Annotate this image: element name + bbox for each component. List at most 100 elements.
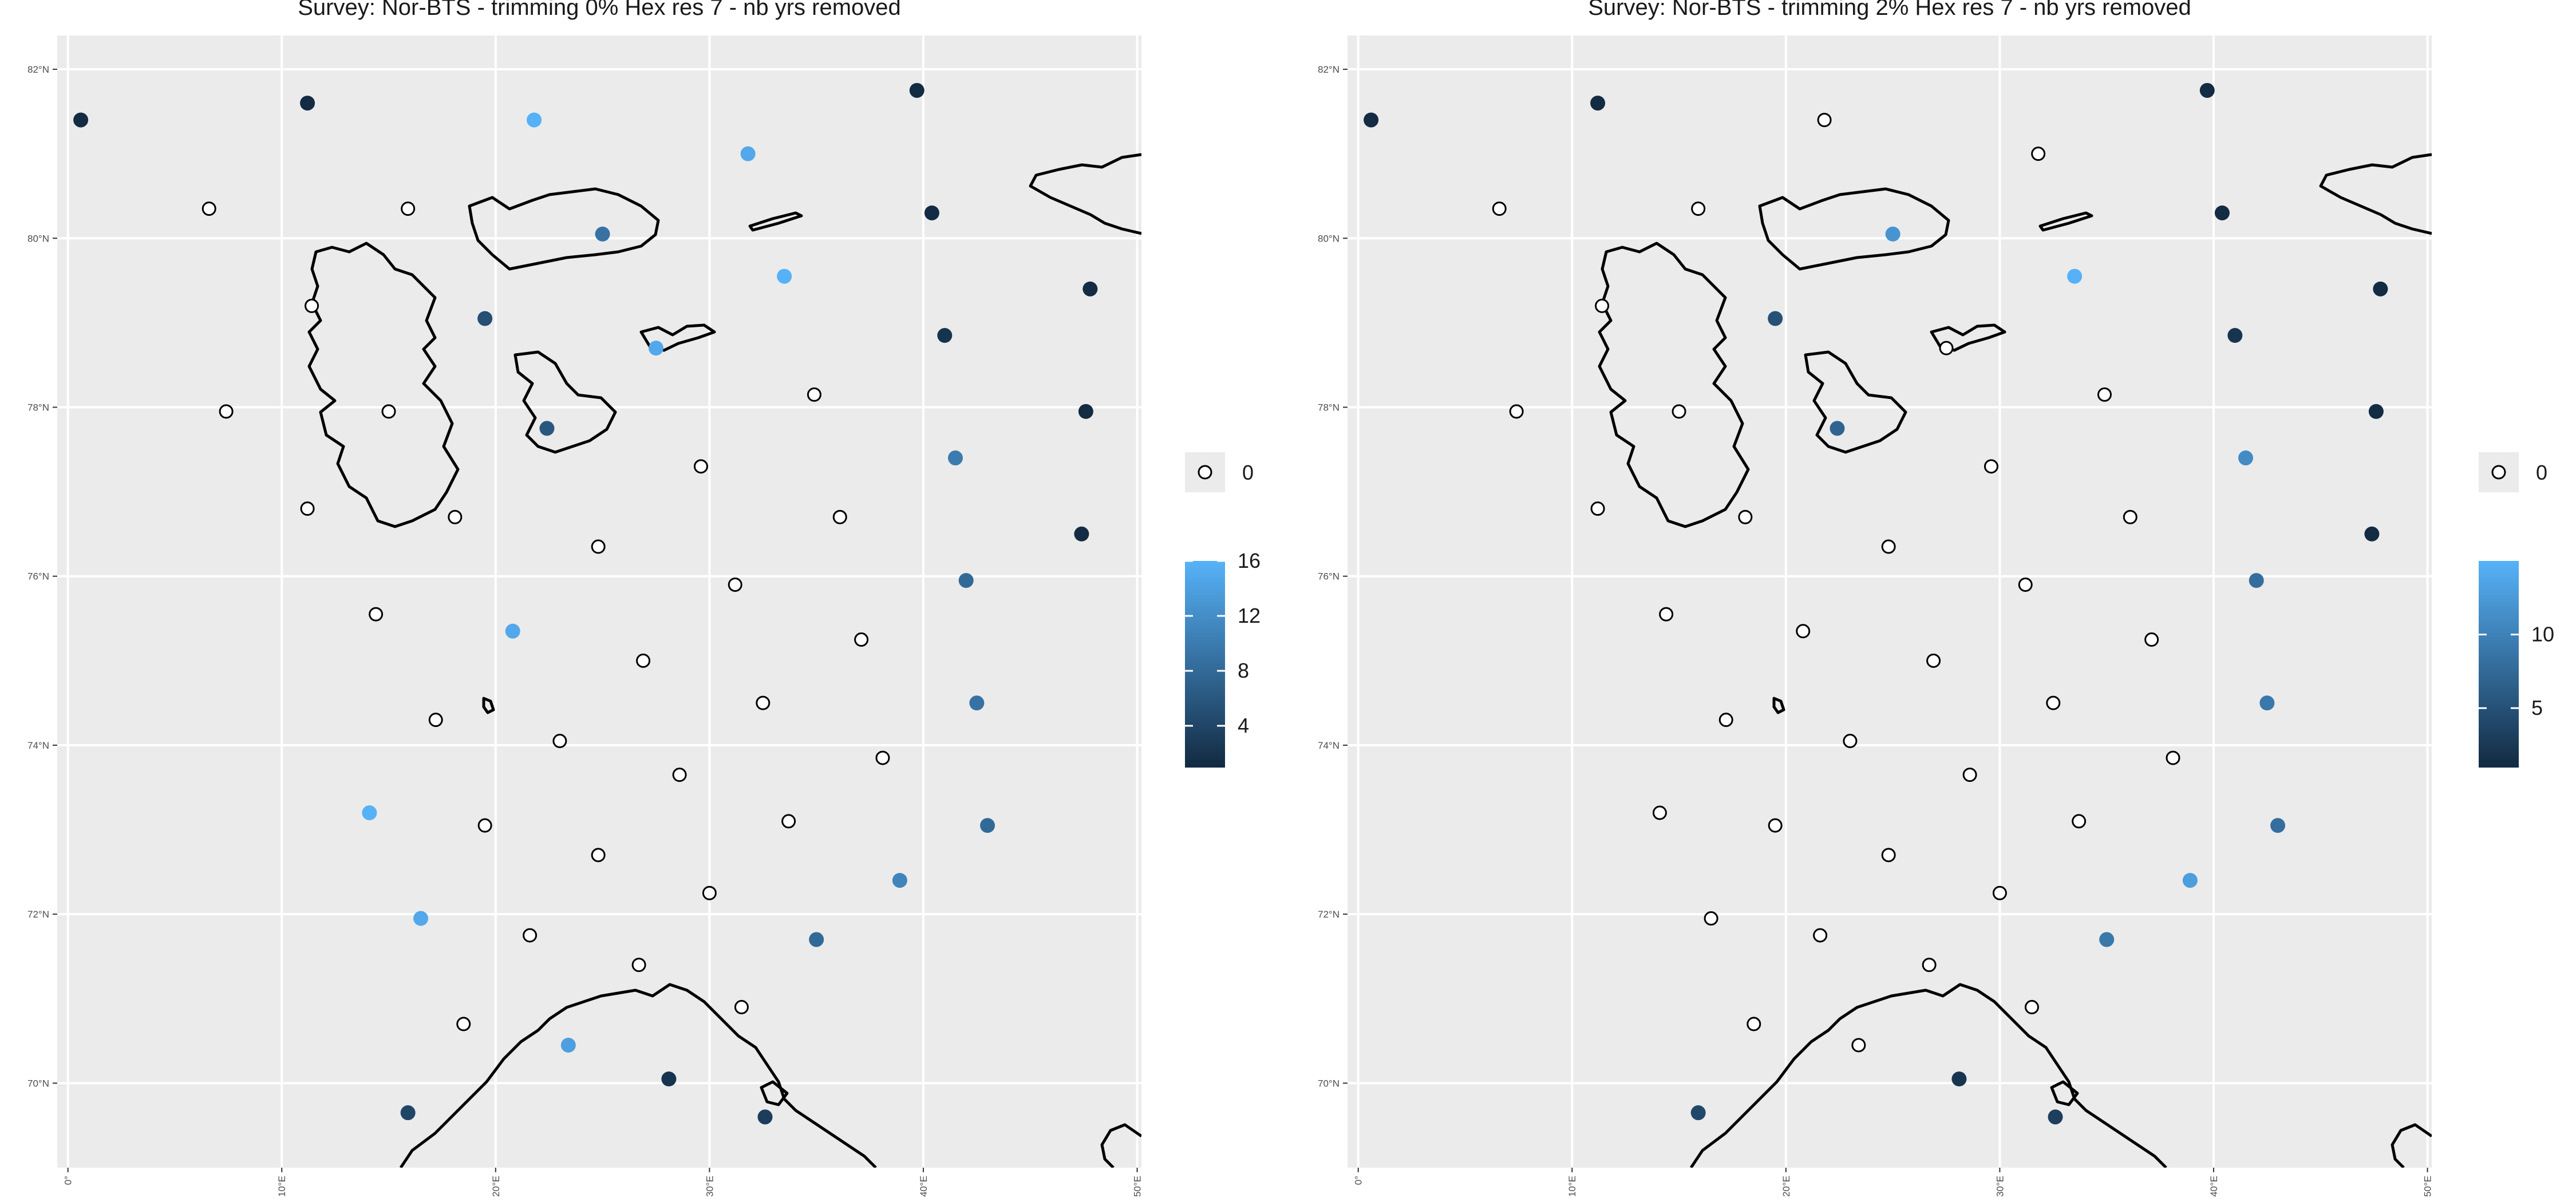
- colorbar-segment: [2479, 602, 2519, 606]
- colorbar-segment: [1185, 640, 1225, 644]
- colorbar-segment: [2479, 681, 2519, 685]
- station-point: [2227, 328, 2243, 343]
- colorbar-segment: [1185, 712, 1225, 716]
- colorbar-segment: [2479, 633, 2519, 637]
- colorbar-segment: [2479, 743, 2519, 747]
- station-point-zero: [854, 632, 869, 647]
- kola-peninsula-outline: [1100, 1123, 1141, 1168]
- colorbar-segment: [2479, 736, 2519, 740]
- station-point-zero: [2031, 147, 2046, 161]
- colorbar-segment: [1185, 729, 1225, 733]
- colorbar-segment: [2479, 757, 2519, 761]
- colorbar-segment: [2479, 609, 2519, 613]
- station-point-zero: [807, 387, 821, 402]
- map-panel-right: Survey: Nor-BTS - trimming 2% Hex res 7 …: [1318, 0, 2554, 1197]
- colorbar-segment: [2479, 733, 2519, 737]
- station-point-zero: [1922, 958, 1937, 972]
- colorbar-segment: [2479, 746, 2519, 750]
- station-point: [2199, 82, 2215, 98]
- station-point-zero: [1691, 201, 1706, 216]
- station-point: [757, 1109, 773, 1125]
- station-point: [924, 205, 939, 220]
- station-point: [2259, 695, 2275, 711]
- station-point-zero: [734, 1000, 749, 1015]
- norway-coast-outline: [1689, 697, 2167, 1168]
- station-point-zero: [1796, 624, 1811, 639]
- colorbar-segment: [2479, 575, 2519, 579]
- colorbar-segment: [2479, 571, 2519, 575]
- station-point-zero: [552, 734, 567, 749]
- colorbar-segment: [2479, 726, 2519, 730]
- colorbar-segment: [2479, 585, 2519, 589]
- colorbar-segment: [2479, 685, 2519, 689]
- colorbar-segment: [1185, 561, 1225, 565]
- colorbar-segment: [1185, 688, 1225, 692]
- colorbar-segment: [1185, 667, 1225, 671]
- colorbar-segment: [1185, 568, 1225, 572]
- colorbar-segment: [2479, 595, 2519, 599]
- colorbar-segment: [1185, 671, 1225, 675]
- station-point: [2048, 1109, 2063, 1125]
- station-point-zero: [1747, 1017, 1761, 1031]
- colorbar-segment: [1185, 719, 1225, 723]
- station-points: [1364, 82, 2388, 1125]
- station-point-zero: [756, 695, 771, 710]
- y-tick-label: 70°N: [1318, 1078, 1340, 1089]
- station-point-zero: [1718, 713, 1733, 727]
- station-point-zero: [456, 1017, 471, 1031]
- colorbar-segment: [2479, 715, 2519, 719]
- colorbar-segment: [2479, 753, 2519, 757]
- colorbar-segment: [1185, 709, 1225, 713]
- panel-title-right: Survey: Nor-BTS - trimming 2% Hex res 7 …: [1588, 0, 2191, 20]
- station-point: [2368, 404, 2384, 419]
- station-point: [413, 911, 429, 926]
- colorbar-segment: [2479, 750, 2519, 754]
- x-tick-label: 30°E: [1994, 1176, 2005, 1197]
- station-point-zero: [2097, 387, 2112, 402]
- station-point: [2364, 526, 2380, 541]
- colorbar-segment: [1185, 746, 1225, 750]
- station-point-zero: [381, 404, 396, 419]
- colorbar-segment: [2479, 564, 2519, 568]
- x-tick-label: 20°E: [1781, 1176, 1792, 1197]
- station-point: [2249, 573, 2264, 588]
- station-point-zero: [1738, 509, 1753, 524]
- panel-title-left: Survey: Nor-BTS - trimming 0% Hex res 7 …: [298, 0, 901, 20]
- station-point: [73, 112, 89, 128]
- colorbar-segment: [2479, 671, 2519, 675]
- colorbar-segment: [2479, 612, 2519, 616]
- colorbar-segment: [1185, 585, 1225, 589]
- y-tick-label: 72°N: [27, 909, 49, 920]
- station-point: [892, 873, 907, 888]
- station-point-zero: [1962, 768, 1977, 782]
- colorbar-segment: [1185, 678, 1225, 682]
- colorbar-segment: [2479, 654, 2519, 658]
- colorbar-segment: [2479, 606, 2519, 610]
- y-tick-label: 78°N: [1318, 402, 1340, 413]
- plot-background: [1348, 35, 2432, 1168]
- station-point-zero: [1768, 818, 1783, 833]
- station-point-zero: [369, 607, 384, 622]
- colorbar-segment: [2479, 702, 2519, 706]
- x-axis: 0° 10°E 20°E 30°E 40°E 50°E: [1353, 1168, 2433, 1197]
- station-point-zero: [1509, 404, 1524, 419]
- colorbar-segment: [2479, 657, 2519, 661]
- station-point: [1074, 526, 1089, 541]
- station-point-zero: [1984, 459, 1998, 474]
- svalbard-outline: [307, 187, 803, 528]
- plot-background: [57, 35, 1141, 1168]
- station-point-zero: [2072, 814, 2087, 829]
- colorbar-segment: [1185, 664, 1225, 668]
- colorbar-segment: [2479, 691, 2519, 695]
- legend-zero-symbol: [1198, 465, 1212, 480]
- colorbar-segment: [1185, 643, 1225, 647]
- colorbar-segment: [2479, 616, 2519, 620]
- station-point: [947, 450, 963, 466]
- station-point-zero: [1926, 653, 1941, 668]
- station-point: [2373, 281, 2388, 296]
- y-tick-label: 76°N: [1318, 571, 1340, 582]
- colorbar-tick-label: 10: [2531, 623, 2554, 646]
- colorbar-segment: [2479, 709, 2519, 713]
- y-tick-label: 70°N: [27, 1078, 49, 1089]
- station-point-zero: [1652, 805, 1667, 820]
